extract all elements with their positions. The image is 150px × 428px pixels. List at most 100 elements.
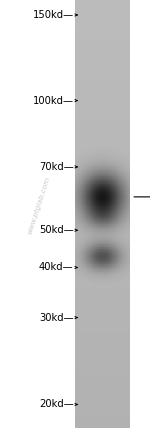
Bar: [83, 196, 84, 197]
Bar: [92, 252, 93, 253]
Bar: [81, 159, 82, 160]
Bar: [128, 158, 129, 159]
Bar: [123, 178, 124, 179]
Bar: [75, 238, 76, 239]
Bar: [95, 242, 96, 243]
Bar: [119, 239, 120, 240]
Bar: [84, 257, 85, 258]
Bar: [108, 183, 109, 184]
Bar: [105, 209, 106, 210]
Bar: [123, 186, 124, 187]
Bar: [110, 204, 111, 205]
Bar: [75, 161, 76, 162]
Bar: [128, 157, 129, 158]
Bar: [97, 237, 98, 238]
Bar: [123, 179, 124, 180]
Bar: [93, 164, 94, 165]
Bar: [75, 241, 130, 242]
Bar: [80, 223, 81, 224]
Bar: [116, 198, 117, 199]
Bar: [108, 235, 109, 236]
Bar: [116, 203, 117, 204]
Bar: [101, 229, 102, 230]
Bar: [96, 151, 97, 152]
Bar: [123, 165, 124, 166]
Bar: [79, 236, 80, 237]
Bar: [96, 221, 97, 222]
Bar: [128, 239, 129, 240]
Bar: [123, 248, 124, 249]
Bar: [91, 197, 92, 198]
Bar: [82, 169, 83, 170]
Bar: [92, 257, 93, 258]
Bar: [103, 169, 104, 170]
Bar: [123, 274, 124, 275]
Bar: [89, 221, 90, 222]
Bar: [81, 263, 82, 264]
Bar: [110, 249, 111, 250]
Bar: [116, 159, 117, 160]
Bar: [75, 258, 76, 259]
Bar: [109, 169, 110, 170]
Bar: [98, 274, 99, 275]
Bar: [100, 275, 101, 276]
Bar: [98, 283, 99, 284]
Bar: [103, 192, 104, 193]
Bar: [99, 214, 100, 215]
Bar: [119, 272, 120, 273]
Bar: [92, 205, 93, 206]
Bar: [114, 199, 115, 200]
Bar: [76, 169, 77, 170]
Bar: [118, 166, 119, 167]
Bar: [99, 250, 100, 251]
Bar: [77, 171, 78, 172]
Bar: [89, 216, 90, 217]
Bar: [110, 196, 111, 197]
Bar: [76, 172, 77, 173]
Bar: [121, 252, 122, 253]
Bar: [80, 197, 81, 198]
Bar: [104, 266, 105, 267]
Bar: [77, 240, 78, 241]
Bar: [76, 188, 77, 189]
Bar: [101, 225, 102, 226]
Bar: [92, 210, 93, 211]
Bar: [110, 238, 111, 239]
Bar: [103, 260, 104, 261]
Bar: [107, 219, 108, 220]
Bar: [108, 278, 109, 279]
Bar: [114, 173, 115, 174]
Bar: [124, 234, 125, 235]
Bar: [118, 215, 119, 216]
Bar: [92, 256, 93, 257]
Bar: [78, 246, 79, 247]
Bar: [112, 271, 113, 272]
Bar: [80, 154, 81, 155]
Bar: [114, 263, 115, 264]
Bar: [109, 172, 110, 173]
Bar: [105, 173, 106, 174]
Bar: [112, 158, 113, 159]
Bar: [76, 272, 77, 273]
Bar: [114, 272, 115, 273]
Bar: [103, 186, 104, 187]
Bar: [82, 239, 83, 240]
Bar: [118, 238, 119, 239]
Bar: [114, 228, 115, 229]
Bar: [116, 199, 117, 200]
Bar: [94, 193, 95, 194]
Bar: [75, 192, 130, 194]
Bar: [91, 172, 92, 173]
Bar: [104, 221, 105, 222]
Bar: [80, 231, 81, 232]
Bar: [111, 221, 112, 222]
Bar: [109, 277, 110, 278]
Bar: [105, 275, 106, 276]
Bar: [97, 231, 98, 232]
Bar: [129, 239, 130, 240]
Bar: [85, 187, 86, 188]
Bar: [109, 154, 110, 155]
Bar: [104, 251, 105, 252]
Bar: [84, 208, 85, 209]
Bar: [92, 279, 93, 280]
